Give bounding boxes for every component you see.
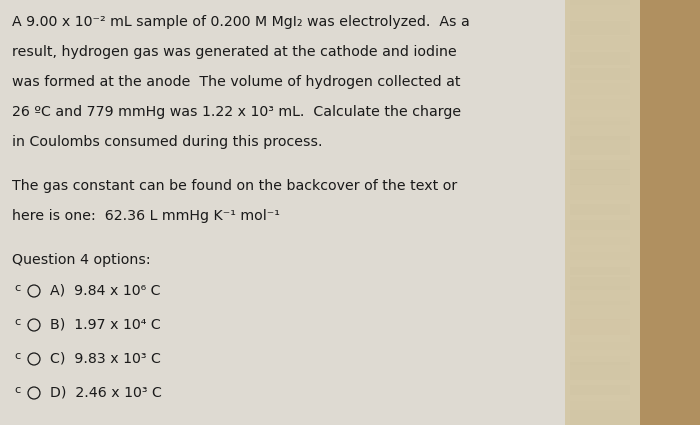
Bar [570,95,630,110]
Bar [570,124,630,140]
Bar [565,0,655,425]
Text: 26 ºC and 779 mmHg was 1.22 x 10³ mL.  Calculate the charge: 26 ºC and 779 mmHg was 1.22 x 10³ mL. Ca… [12,105,461,119]
Text: in Coulombs consumed during this process.: in Coulombs consumed during this process… [12,135,323,149]
Bar [570,381,630,395]
Bar [570,275,630,290]
Bar [570,111,630,125]
Bar [570,87,630,95]
Text: c: c [14,351,20,361]
Text: c: c [14,283,20,293]
Text: B)  1.97 x 10⁴ C: B) 1.97 x 10⁴ C [50,317,161,331]
Bar [570,229,630,245]
Bar [570,357,630,365]
Bar [570,318,630,335]
Bar [570,263,630,275]
Bar [570,4,630,20]
Text: C)  9.83 x 10³ C: C) 9.83 x 10³ C [50,351,161,365]
Text: here is one:  62.36 L mmHg K⁻¹ mol⁻¹: here is one: 62.36 L mmHg K⁻¹ mol⁻¹ [12,209,280,223]
Bar [570,393,630,410]
Text: A 9.00 x 10⁻² mL sample of 0.200 M MgI₂ was electrolyzed.  As a: A 9.00 x 10⁻² mL sample of 0.200 M MgI₂ … [12,15,470,29]
Bar [570,361,630,380]
Bar [640,0,700,425]
Bar [570,219,630,230]
Bar [570,413,630,425]
Bar [570,311,630,320]
Bar [570,0,630,5]
Text: The gas constant can be found on the backcover of the text or: The gas constant can be found on the bac… [12,179,457,193]
Bar [570,71,630,80]
Bar [570,54,630,65]
Text: c: c [14,317,20,327]
Bar [570,25,630,35]
Bar [570,245,630,260]
Bar [570,168,630,185]
Bar [570,147,630,155]
Bar [570,335,630,350]
Text: A)  9.84 x 10⁶ C: A) 9.84 x 10⁶ C [50,283,160,297]
Bar [570,189,630,200]
Bar [570,289,630,305]
Text: D)  2.46 x 10³ C: D) 2.46 x 10³ C [50,385,162,399]
Text: was formed at the anode  The volume of hydrogen collected at: was formed at the anode The volume of hy… [12,75,461,89]
Bar [570,207,630,215]
Bar [570,39,630,50]
Text: Question 4 options:: Question 4 options: [12,253,150,267]
Bar [570,152,630,170]
Text: c: c [14,385,20,395]
Text: result, hydrogen gas was generated at the cathode and iodine: result, hydrogen gas was generated at th… [12,45,456,59]
